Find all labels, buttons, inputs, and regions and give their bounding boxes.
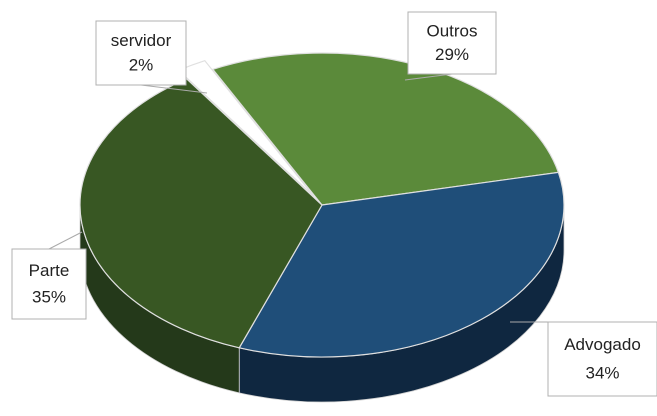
- label-box: [95, 20, 187, 86]
- value-label: 2%: [129, 55, 154, 74]
- value-label: 29%: [435, 45, 469, 64]
- leader-line: [48, 231, 83, 250]
- value-label: 35%: [32, 287, 66, 306]
- leader-line: [140, 84, 208, 94]
- label-box: [11, 248, 87, 320]
- value-label: 34%: [585, 363, 619, 382]
- leader-line: [404, 73, 453, 81]
- pie-slice: [238, 171, 565, 358]
- label-box: [407, 11, 497, 75]
- category-label: servidor: [111, 31, 172, 50]
- label-box: [547, 321, 657, 397]
- category-label: Advogado: [564, 335, 641, 354]
- pie-slice: [79, 78, 323, 349]
- category-label: Outros: [426, 21, 477, 40]
- category-label: Parte: [29, 261, 70, 280]
